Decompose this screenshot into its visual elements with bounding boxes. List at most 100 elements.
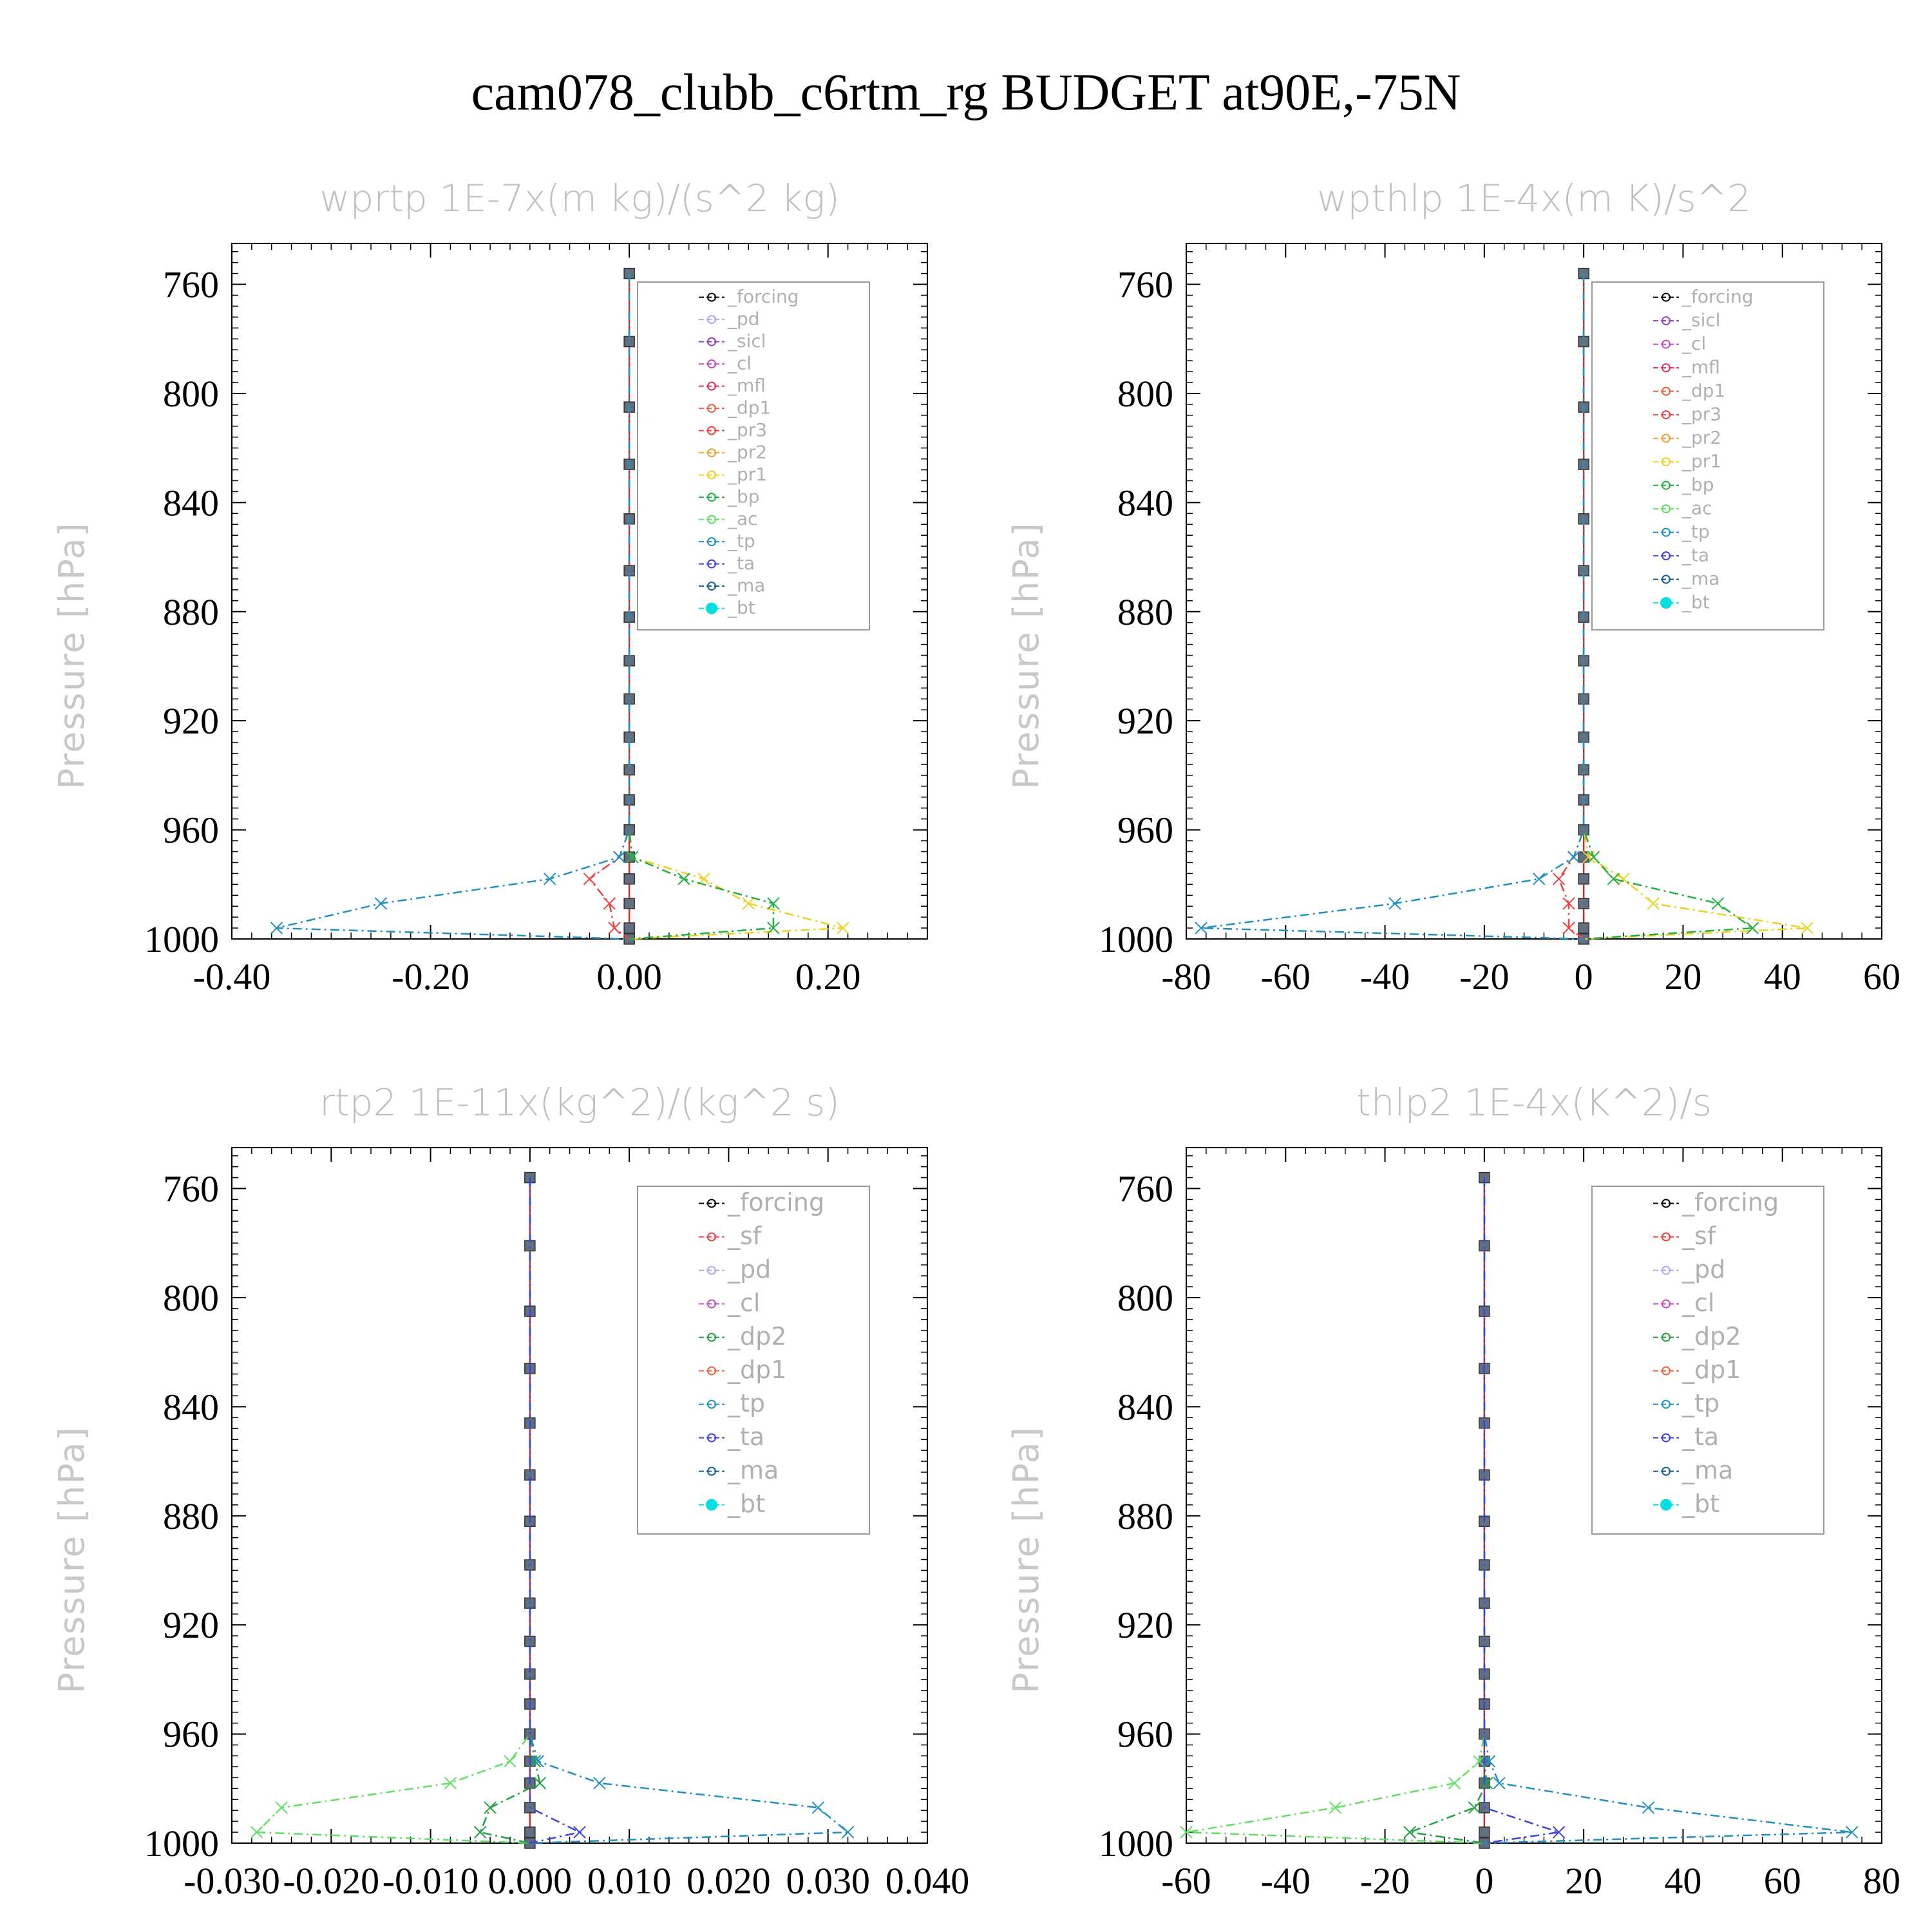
legend-label: _pr3 bbox=[1681, 404, 1721, 425]
y-axis-label: Pressure [hPa] bbox=[52, 1426, 92, 1693]
y-tick-label: 880 bbox=[1117, 1495, 1173, 1537]
series-point bbox=[1533, 873, 1546, 886]
legend-marker bbox=[707, 315, 716, 325]
series-point bbox=[1468, 1801, 1481, 1814]
point-mark bbox=[1567, 851, 1580, 864]
x-tick-label: 20 bbox=[1664, 956, 1701, 998]
legend-label: _tp bbox=[1681, 1389, 1719, 1417]
series-line bbox=[1483, 1177, 1852, 1844]
legend-marker bbox=[707, 359, 716, 369]
plot-frame bbox=[1186, 243, 1882, 940]
series-point bbox=[1562, 897, 1575, 910]
legend-marker bbox=[707, 470, 716, 480]
y-tick-label: 800 bbox=[163, 1277, 219, 1319]
legend-label: _pr3 bbox=[727, 419, 767, 440]
legend-marker bbox=[1662, 1433, 1671, 1443]
legend-frame bbox=[1591, 281, 1824, 630]
series-line bbox=[276, 273, 630, 940]
y-tick-label: 960 bbox=[163, 810, 219, 851]
point-mark bbox=[1482, 1755, 1496, 1768]
legend-marker bbox=[1662, 504, 1671, 514]
series-point bbox=[1647, 897, 1660, 910]
legend-label: _sf bbox=[1681, 1222, 1717, 1250]
point-mark bbox=[374, 897, 388, 910]
point-mark bbox=[474, 1826, 487, 1839]
legend-label: _forcing bbox=[1681, 1188, 1779, 1217]
legend-label: _ac bbox=[1681, 498, 1712, 519]
level-marker bbox=[623, 922, 635, 934]
legend-label: _dp2 bbox=[1681, 1322, 1741, 1350]
legend-label: _mfl bbox=[727, 375, 766, 396]
x-tick-label: -20 bbox=[1459, 956, 1509, 998]
x-tick-label: -0.40 bbox=[193, 956, 271, 998]
x-tick-label: 40 bbox=[1664, 1860, 1701, 1902]
legend-label: _bt bbox=[1681, 592, 1710, 613]
y-tick-label: 840 bbox=[1117, 482, 1173, 524]
y-tick-label: 1000 bbox=[144, 1823, 219, 1864]
point-mark bbox=[1607, 873, 1620, 886]
series-point bbox=[1482, 1755, 1496, 1768]
y-tick-label: 840 bbox=[1117, 1386, 1173, 1428]
x-tick-label: -40 bbox=[1360, 956, 1410, 998]
point-mark bbox=[837, 922, 849, 934]
x-tick-label: 80 bbox=[1863, 1860, 1900, 1902]
point-mark bbox=[583, 873, 596, 886]
legend-marker bbox=[707, 448, 716, 458]
legend: _forcing _sf _pd _cl _dp2 _dp1 _tp _ta _ma _bt bbox=[1591, 1186, 1824, 1535]
legend-marker bbox=[1662, 1299, 1671, 1309]
point-mark bbox=[504, 1755, 516, 1768]
x-tick-label: 0.00 bbox=[596, 956, 662, 998]
point-mark bbox=[1533, 873, 1546, 886]
y-tick-label: 1000 bbox=[1099, 918, 1173, 960]
legend-marker bbox=[1662, 292, 1671, 302]
point-mark bbox=[811, 1801, 824, 1814]
series-point bbox=[1587, 851, 1600, 864]
legend-label: _pr2 bbox=[1681, 427, 1721, 448]
series-point bbox=[742, 897, 755, 910]
series-point bbox=[1493, 1777, 1506, 1790]
point-mark bbox=[677, 873, 690, 886]
series-point bbox=[1481, 1777, 1493, 1790]
point-mark bbox=[1711, 897, 1725, 910]
plot-frame bbox=[231, 243, 928, 940]
legend-marker bbox=[707, 1265, 716, 1275]
point-mark bbox=[593, 1777, 606, 1790]
series-point bbox=[531, 1755, 544, 1768]
series-point bbox=[1448, 1777, 1461, 1790]
point-mark bbox=[1448, 1777, 1461, 1790]
legend-marker bbox=[1662, 457, 1671, 467]
point-mark bbox=[1647, 897, 1660, 910]
series-point bbox=[1746, 922, 1759, 934]
x-tick-label: -0.20 bbox=[392, 956, 469, 998]
legend-label: _dp1 bbox=[1681, 380, 1725, 401]
legend-label: _bp bbox=[727, 486, 760, 507]
legend-label: _tp bbox=[727, 531, 755, 552]
point-mark bbox=[531, 1755, 544, 1768]
level-marker bbox=[1578, 898, 1589, 909]
x-tick-label: 0.030 bbox=[786, 1860, 870, 1902]
y-tick-label: 800 bbox=[163, 373, 219, 415]
series-point bbox=[528, 1755, 542, 1768]
legend-label: _ta bbox=[727, 1423, 764, 1451]
chart-panel-1: wprtp 1E-7x(m kg)/(s^2 kg) Pressure [hPa]… bbox=[52, 176, 928, 998]
legend-marker bbox=[1662, 363, 1671, 373]
series-point bbox=[1329, 1801, 1342, 1814]
y-tick-label: 920 bbox=[163, 1604, 219, 1646]
legend-label: _pr1 bbox=[727, 464, 767, 485]
plot-frame bbox=[1186, 1147, 1882, 1844]
y-tick-label: 1000 bbox=[1099, 1823, 1173, 1864]
series-point bbox=[593, 1777, 606, 1790]
legend-label: _sf bbox=[727, 1222, 762, 1250]
x-tick-label: -0.030 bbox=[184, 1860, 280, 1902]
x-tick-label: 0 bbox=[1475, 1860, 1493, 1902]
legend-label: _bt bbox=[727, 1490, 765, 1518]
chart-panel-2: wpthlp 1E-4x(m K)/s^2 Pressure [hPa] 760 80… bbox=[1006, 176, 1900, 998]
y-tick-label: 960 bbox=[1117, 1714, 1173, 1756]
series-line bbox=[588, 273, 630, 940]
legend-marker bbox=[707, 292, 716, 302]
x-tick-label: -60 bbox=[1261, 956, 1311, 998]
series-line bbox=[1186, 1177, 1486, 1844]
series-point bbox=[270, 922, 283, 934]
x-tick-label: 0.010 bbox=[587, 1860, 672, 1902]
legend-marker bbox=[707, 515, 716, 524]
